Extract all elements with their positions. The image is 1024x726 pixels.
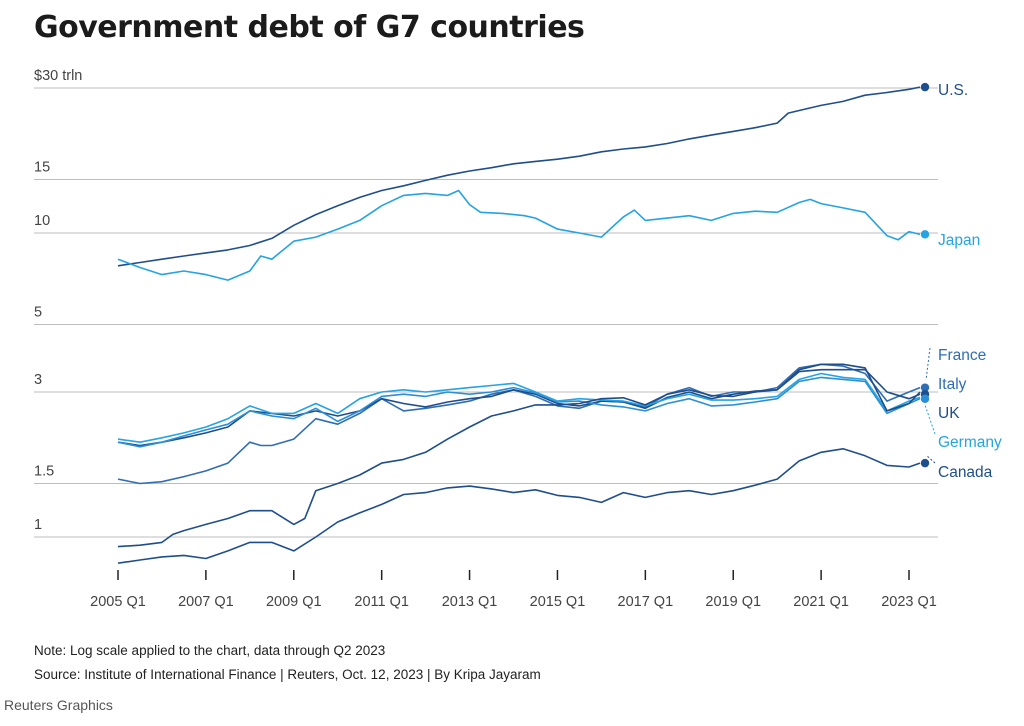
y-tick-label: 1 — [34, 517, 42, 533]
chart-title: Government debt of G7 countries — [34, 10, 585, 45]
series-label-italy: Italy — [938, 376, 967, 393]
y-tick-label: 15 — [34, 160, 50, 176]
x-tick-label: 2017 Q1 — [618, 594, 674, 610]
x-tick-label: 2021 Q1 — [793, 594, 849, 610]
x-tick-label: 2009 Q1 — [266, 594, 322, 610]
end-marker — [920, 383, 930, 392]
x-tick-label: 2015 Q1 — [530, 594, 586, 610]
x-tick-label: 2005 Q1 — [90, 594, 146, 610]
series-label-uk: UK — [938, 405, 960, 422]
end-marker — [920, 458, 930, 468]
end-marker — [920, 394, 930, 403]
credit-line: Reuters Graphics — [4, 697, 113, 713]
chart-note: Note: Log scale applied to the chart, da… — [34, 643, 386, 658]
line-chart: $30 trln 15 10 5 3 1.5 1 2005 Q1 2007 Q1 2009 Q1… — [34, 68, 1002, 610]
series-line-canada — [117, 363, 921, 548]
y-tick-label: $30 trln — [34, 68, 82, 84]
y-tick-label: 3 — [34, 372, 42, 388]
series-line-japan — [117, 189, 921, 281]
series-line-uk — [117, 376, 921, 448]
y-tick-label: 10 — [34, 213, 50, 229]
x-tick-label: 2007 Q1 — [178, 594, 234, 610]
series-line-canada-lower — [117, 448, 921, 564]
chart-source: Source: Institute of International Finan… — [34, 667, 541, 682]
series-label-germany: Germany — [938, 434, 1002, 451]
y-tick-label: 5 — [34, 305, 42, 321]
series-lines — [117, 86, 921, 564]
series-labels: U.S. Japan France Italy UK Germany Canada — [924, 82, 1002, 481]
series-label-us: U.S. — [938, 82, 968, 99]
y-tick-label: 1.5 — [34, 463, 54, 479]
end-marker — [920, 82, 930, 92]
x-tick-label: 2013 Q1 — [442, 594, 498, 610]
series-label-japan: Japan — [938, 232, 980, 249]
x-tick-label: 2011 Q1 — [354, 594, 409, 610]
series-line-france — [117, 363, 921, 485]
series-label-france: France — [938, 347, 986, 364]
label-leader-line — [924, 404, 936, 435]
x-axis: 2005 Q1 2007 Q1 2009 Q1 2011 Q1 2013 Q1 2015 … — [90, 570, 937, 610]
series-line-germany — [117, 372, 921, 443]
label-leader-line — [925, 347, 931, 381]
x-tick-label: 2023 Q1 — [881, 594, 937, 610]
series-label-canada: Canada — [938, 464, 993, 481]
x-tick-label: 2019 Q1 — [705, 594, 761, 610]
end-marker — [920, 230, 930, 239]
gridlines: $30 trln 15 10 5 3 1.5 1 — [34, 68, 938, 538]
series-line-u-s- — [117, 86, 921, 267]
end-markers — [920, 82, 930, 468]
